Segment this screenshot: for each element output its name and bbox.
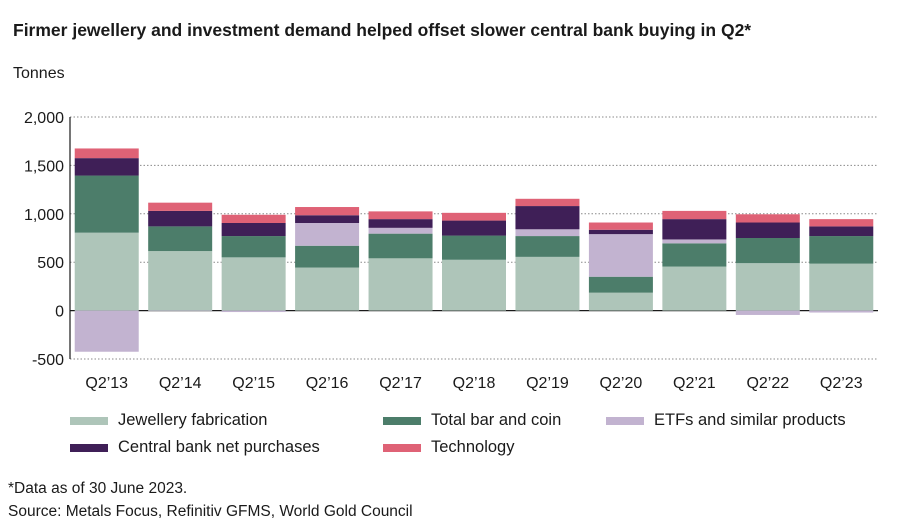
x-tick-label: Q2’13	[85, 375, 128, 392]
x-tick-label: Q2’23	[820, 375, 863, 392]
bar-segment-technology	[148, 202, 213, 211]
bar-segment-technology	[515, 198, 580, 207]
y-tick-label: 500	[37, 255, 64, 272]
bar-segment-etfs	[295, 222, 360, 246]
bar-segment-etfs	[809, 310, 874, 313]
y-tick-label: 0	[55, 304, 64, 321]
y-tick-label: 1,000	[24, 207, 64, 224]
bar-segment-central	[295, 215, 360, 223]
footnote: *Data as of 30 June 2023.	[8, 480, 188, 497]
legend-swatch-etfs	[606, 416, 644, 425]
bar-segment-etfs	[735, 310, 800, 315]
x-tick-label: Q2’17	[379, 375, 422, 392]
bar-segment-barcoin	[295, 245, 360, 268]
bar-segment-barcoin	[74, 175, 139, 233]
bar-segment-etfs	[662, 239, 727, 244]
legend-swatch-jewellery	[70, 416, 108, 425]
legend-label-barcoin: Total bar and coin	[431, 411, 562, 429]
legend-item-barcoin: Total bar and coin	[383, 411, 561, 430]
bar-segment-jewellery	[442, 259, 506, 311]
x-tick-label: Q2’18	[453, 375, 496, 392]
bar-segment-central	[809, 226, 874, 237]
bar-segment-barcoin	[221, 236, 286, 258]
bar-segment-etfs	[221, 310, 286, 313]
bar-segment-technology	[221, 214, 286, 223]
legend-label-technology: Technology	[431, 438, 515, 456]
bar-segment-central	[662, 219, 727, 240]
bar-segment-barcoin	[442, 235, 506, 260]
bar-segment-central	[588, 229, 653, 235]
bar-segment-barcoin	[588, 276, 653, 293]
bar-segment-jewellery	[662, 266, 727, 311]
bar-segment-jewellery	[148, 251, 213, 311]
y-tick-label: 2,000	[24, 110, 64, 127]
bar-segment-jewellery	[809, 263, 874, 311]
bar-segment-etfs	[148, 310, 213, 312]
bar-segment-jewellery	[368, 258, 433, 311]
bar-segment-barcoin	[368, 233, 433, 259]
legend-swatch-central	[70, 443, 108, 452]
x-tick-label: Q2’20	[600, 375, 643, 392]
legend-item-technology: Technology	[383, 438, 514, 457]
bar-segment-jewellery	[735, 263, 800, 311]
bar-segment-etfs	[74, 310, 139, 352]
bar-segment-barcoin	[515, 236, 580, 257]
bar-segment-central	[74, 158, 139, 176]
bar-segment-barcoin	[662, 243, 727, 267]
legend-item-etfs: ETFs and similar products	[606, 411, 846, 430]
bar-segment-technology	[295, 207, 360, 216]
x-tick-label: Q2’21	[673, 375, 716, 392]
y-tick-label: -500	[32, 352, 64, 369]
bar-segment-central	[515, 206, 580, 230]
legend-label-jewellery: Jewellery fabrication	[118, 411, 268, 429]
bar-segment-jewellery	[74, 232, 139, 311]
bar-segment-technology	[588, 222, 653, 230]
bar-segment-jewellery	[221, 257, 286, 311]
bar-segment-technology	[809, 219, 874, 227]
bar-segment-technology	[442, 212, 506, 221]
bar-segment-jewellery	[588, 292, 653, 311]
y-tick-label: 1,500	[24, 158, 64, 175]
bar-segment-etfs	[588, 234, 653, 277]
legend-swatch-technology	[383, 443, 421, 452]
x-tick-label: Q2’15	[232, 375, 275, 392]
bar-segment-technology	[735, 214, 800, 223]
bar-segment-central	[368, 219, 433, 228]
bar-segment-technology	[662, 210, 727, 220]
x-tick-label: Q2’19	[526, 375, 569, 392]
bar-segment-central	[221, 222, 286, 237]
bar-segment-etfs	[515, 229, 580, 237]
bar-segment-etfs	[368, 227, 433, 234]
x-tick-label: Q2’22	[746, 375, 789, 392]
bar-segment-barcoin	[148, 226, 213, 252]
bar-segment-jewellery	[515, 256, 580, 311]
legend-item-jewellery: Jewellery fabrication	[70, 411, 267, 430]
x-tick-label: Q2’16	[306, 375, 349, 392]
legend-label-central: Central bank net purchases	[118, 438, 320, 456]
bar-segment-central	[735, 222, 800, 238]
chart-title: Firmer jewellery and investment demand h…	[13, 20, 752, 40]
bar-segment-technology	[74, 148, 139, 159]
legend-label-etfs: ETFs and similar products	[654, 411, 846, 429]
bar-segment-barcoin	[809, 236, 874, 264]
legend-item-central: Central bank net purchases	[70, 438, 320, 457]
y-axis-unit-label: Tonnes	[13, 65, 65, 82]
x-tick-label: Q2’14	[159, 375, 202, 392]
legend-swatch-barcoin	[383, 416, 421, 425]
bar-segment-technology	[368, 211, 433, 220]
stacked-bar-chart: 2,000 1,500 1,000 500 0 -500 Q2’13 Q2’14 Q2’15 Q2…	[24, 110, 878, 392]
source-note: Source: Metals Focus, Refinitiv GFMS, Wo…	[8, 503, 413, 520]
bar-segment-jewellery	[295, 267, 360, 311]
bar-segment-central	[148, 210, 213, 227]
bar-segment-central	[442, 220, 506, 236]
bar-segment-barcoin	[735, 238, 800, 264]
